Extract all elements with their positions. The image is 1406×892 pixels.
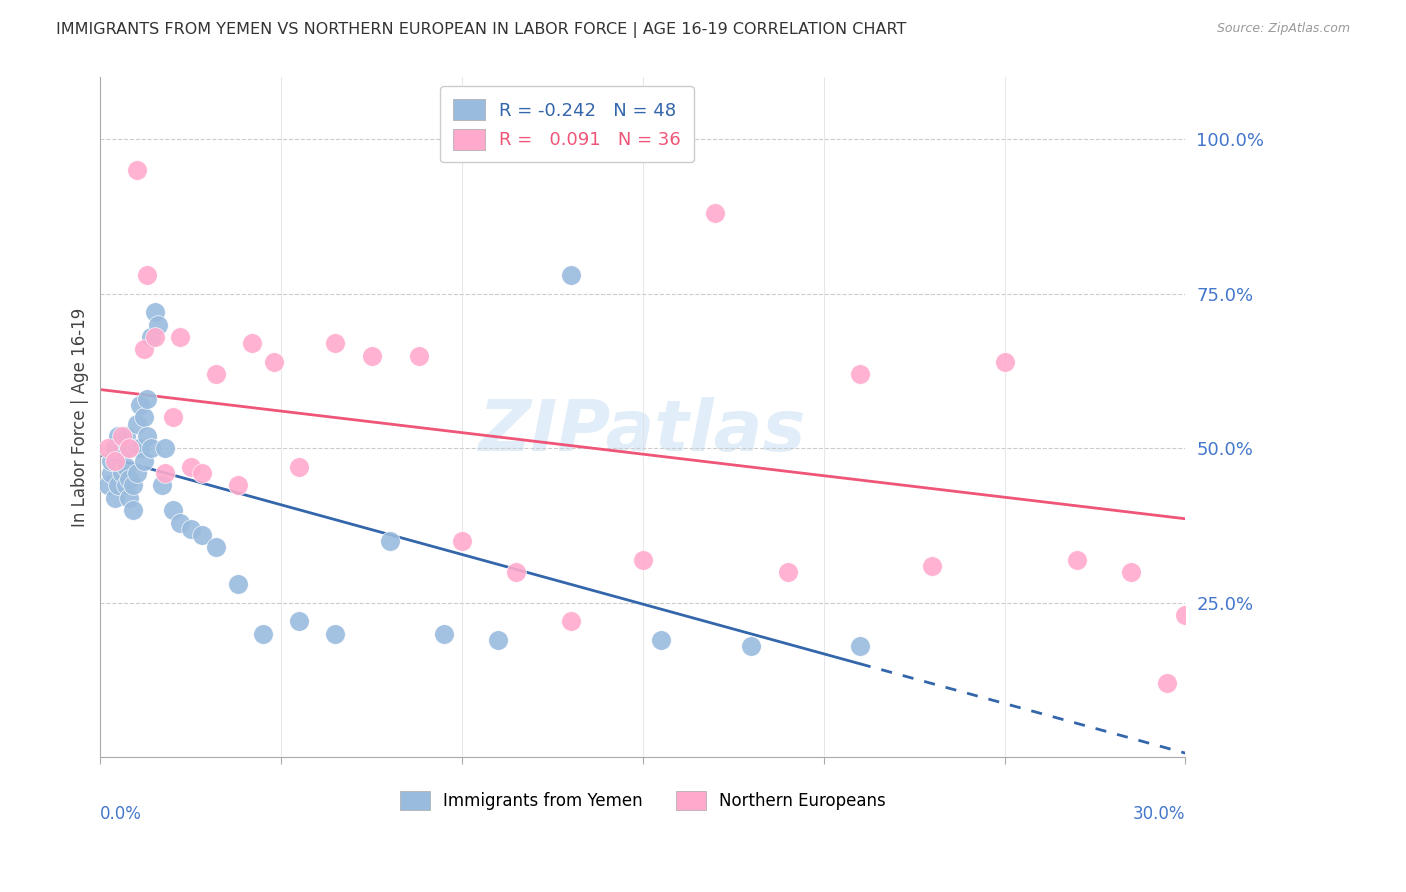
Point [849, 639, 872, 653]
Point [325, 336, 347, 351]
Point [1066, 552, 1088, 566]
Point [162, 410, 184, 425]
Point [325, 627, 347, 641]
Point [118, 442, 141, 456]
Point [111, 442, 134, 456]
Point [560, 615, 582, 629]
Point [226, 577, 249, 591]
Point [111, 429, 134, 443]
Point [136, 268, 159, 283]
Point [125, 466, 148, 480]
Text: 0.0%: 0.0% [100, 805, 142, 823]
Point [125, 442, 148, 456]
Point [263, 355, 285, 369]
Point [100, 453, 122, 467]
Point [650, 632, 672, 647]
Legend: Immigrants from Yemen, Northern Europeans: Immigrants from Yemen, Northern European… [394, 784, 893, 817]
Point [378, 534, 401, 549]
Text: 30.0%: 30.0% [1133, 805, 1185, 823]
Point [180, 522, 202, 536]
Point [125, 163, 148, 178]
Point [921, 558, 943, 573]
Point [136, 392, 159, 406]
Point [114, 478, 136, 492]
Point [180, 459, 202, 474]
Point [97, 478, 120, 492]
Point [125, 417, 148, 431]
Point [849, 367, 872, 381]
Point [118, 442, 141, 456]
Point [114, 429, 136, 443]
Point [132, 410, 155, 425]
Point [451, 534, 474, 549]
Point [486, 632, 509, 647]
Point [162, 503, 184, 517]
Point [631, 552, 654, 566]
Point [136, 429, 159, 443]
Point [129, 398, 152, 412]
Point [433, 627, 456, 641]
Point [288, 459, 311, 474]
Point [240, 336, 263, 351]
Point [252, 627, 274, 641]
Point [114, 459, 136, 474]
Point [505, 565, 527, 579]
Point [118, 491, 141, 505]
Point [97, 442, 120, 456]
Point [150, 478, 173, 492]
Point [1211, 367, 1233, 381]
Point [205, 367, 228, 381]
Point [107, 429, 129, 443]
Point [169, 330, 191, 344]
Point [288, 615, 311, 629]
Point [205, 540, 228, 554]
Point [704, 206, 727, 220]
Point [155, 442, 177, 456]
Point [148, 318, 170, 332]
Point [132, 343, 155, 357]
Point [169, 516, 191, 530]
Point [104, 491, 127, 505]
Point [190, 528, 212, 542]
Text: Source: ZipAtlas.com: Source: ZipAtlas.com [1216, 22, 1350, 36]
Point [1192, 349, 1215, 363]
Text: IMMIGRANTS FROM YEMEN VS NORTHERN EUROPEAN IN LABOR FORCE | AGE 16-19 CORRELATIO: IMMIGRANTS FROM YEMEN VS NORTHERN EUROPE… [56, 22, 907, 38]
Point [1156, 676, 1178, 690]
Point [560, 268, 582, 283]
Point [740, 639, 762, 653]
Point [118, 472, 141, 486]
Point [155, 466, 177, 480]
Point [104, 442, 127, 456]
Point [129, 442, 152, 456]
Point [190, 466, 212, 480]
Point [1174, 608, 1197, 623]
Point [122, 503, 145, 517]
Point [143, 330, 166, 344]
Point [139, 330, 162, 344]
Y-axis label: In Labor Force | Age 16-19: In Labor Force | Age 16-19 [72, 308, 89, 527]
Point [139, 442, 162, 456]
Point [104, 453, 127, 467]
Point [1119, 565, 1142, 579]
Point [107, 478, 129, 492]
Point [226, 478, 249, 492]
Point [776, 565, 799, 579]
Point [993, 355, 1015, 369]
Text: ZIPatlas: ZIPatlas [479, 397, 807, 466]
Point [122, 478, 145, 492]
Point [143, 305, 166, 319]
Point [100, 466, 122, 480]
Point [111, 466, 134, 480]
Point [132, 453, 155, 467]
Point [360, 349, 382, 363]
Point [408, 349, 430, 363]
